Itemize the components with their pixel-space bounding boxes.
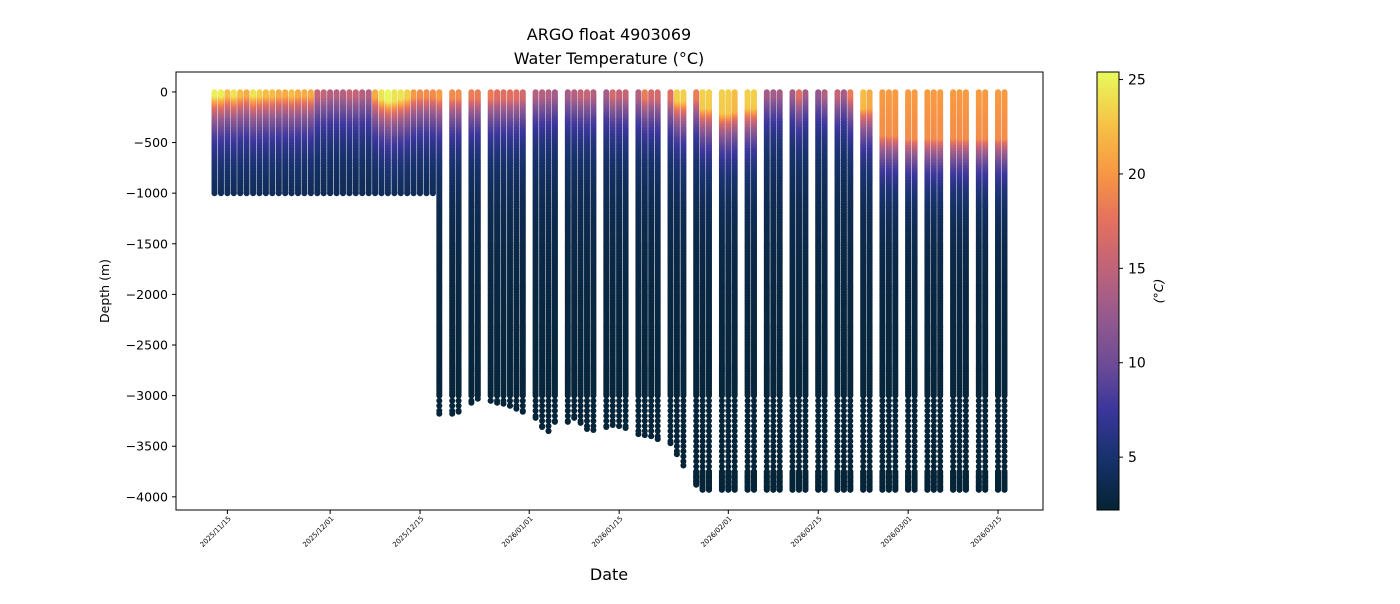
profile xyxy=(500,89,507,407)
profile xyxy=(282,89,289,197)
data-point xyxy=(340,89,346,96)
data-point xyxy=(449,89,456,96)
profile xyxy=(230,89,237,197)
profile xyxy=(539,89,546,430)
data-point xyxy=(532,89,539,96)
data-point xyxy=(513,89,520,96)
profile xyxy=(423,89,430,197)
profile xyxy=(513,89,520,412)
profile xyxy=(256,89,263,197)
profile xyxy=(436,89,443,417)
profile xyxy=(384,89,391,197)
chart-subtitle: Water Temperature (°C) xyxy=(514,49,704,68)
profile xyxy=(468,89,475,406)
profile xyxy=(391,89,398,197)
data-point xyxy=(397,89,404,96)
profile xyxy=(320,89,327,197)
profile xyxy=(532,89,539,421)
data-point xyxy=(346,89,353,96)
data-point xyxy=(301,89,308,96)
profile xyxy=(429,89,436,197)
chart-title: ARGO float 4903069 xyxy=(527,25,691,44)
data-point xyxy=(384,89,391,96)
data-point xyxy=(391,89,398,96)
profile xyxy=(455,89,462,415)
profile xyxy=(301,89,308,197)
data-point xyxy=(423,89,430,96)
profile xyxy=(365,89,372,197)
data-point xyxy=(237,89,244,96)
profile xyxy=(237,89,244,197)
profile xyxy=(487,89,494,404)
profile xyxy=(295,89,301,197)
data-point xyxy=(211,89,218,96)
profile xyxy=(474,89,481,402)
profile xyxy=(346,89,353,197)
profile xyxy=(494,89,501,406)
profile xyxy=(378,89,385,197)
profile xyxy=(359,89,366,197)
data-point xyxy=(307,89,314,96)
profile xyxy=(211,89,218,197)
data-point xyxy=(275,89,282,96)
profile xyxy=(307,89,314,197)
profile xyxy=(340,89,346,197)
data-point xyxy=(269,89,276,96)
data-point xyxy=(365,89,372,96)
data-point xyxy=(218,89,224,96)
data-point xyxy=(224,89,231,96)
profile xyxy=(327,89,334,197)
data-point xyxy=(243,89,250,96)
data-point xyxy=(507,89,513,96)
data-point xyxy=(500,89,507,96)
data-point xyxy=(436,89,443,96)
profile xyxy=(224,89,231,197)
data-point xyxy=(333,89,340,96)
data-point xyxy=(487,89,494,96)
profile xyxy=(507,89,513,409)
data-point xyxy=(295,89,301,96)
profile xyxy=(275,89,282,197)
data-point xyxy=(327,89,334,96)
data-points xyxy=(211,89,1008,493)
data-point xyxy=(404,89,411,96)
profile xyxy=(417,89,423,197)
data-point xyxy=(282,89,289,96)
profile xyxy=(352,89,359,197)
data-point xyxy=(288,89,295,96)
profile xyxy=(250,89,257,197)
data-point xyxy=(314,89,321,96)
profile xyxy=(269,89,276,197)
data-point xyxy=(230,89,237,96)
profile xyxy=(449,89,456,417)
profile xyxy=(333,89,340,197)
profile xyxy=(243,89,250,197)
profile xyxy=(218,89,224,197)
profile xyxy=(404,89,411,197)
profile xyxy=(262,89,269,197)
data-point xyxy=(359,89,366,96)
data-point xyxy=(417,89,423,96)
data-point xyxy=(372,89,379,96)
data-point xyxy=(262,89,269,96)
data-point xyxy=(429,89,436,96)
profile xyxy=(397,89,404,197)
data-point xyxy=(320,89,327,96)
data-point xyxy=(410,89,417,96)
data-point xyxy=(468,89,475,96)
data-point xyxy=(519,89,526,96)
data-point xyxy=(352,89,359,96)
profile xyxy=(410,89,417,197)
profile xyxy=(288,89,295,197)
data-point xyxy=(250,89,257,96)
data-point xyxy=(455,89,462,96)
profile xyxy=(519,89,526,415)
profile xyxy=(372,89,379,197)
data-point xyxy=(378,89,385,96)
data-point xyxy=(494,89,501,96)
data-point xyxy=(256,89,263,96)
profile xyxy=(314,89,321,197)
data-point xyxy=(474,89,481,96)
